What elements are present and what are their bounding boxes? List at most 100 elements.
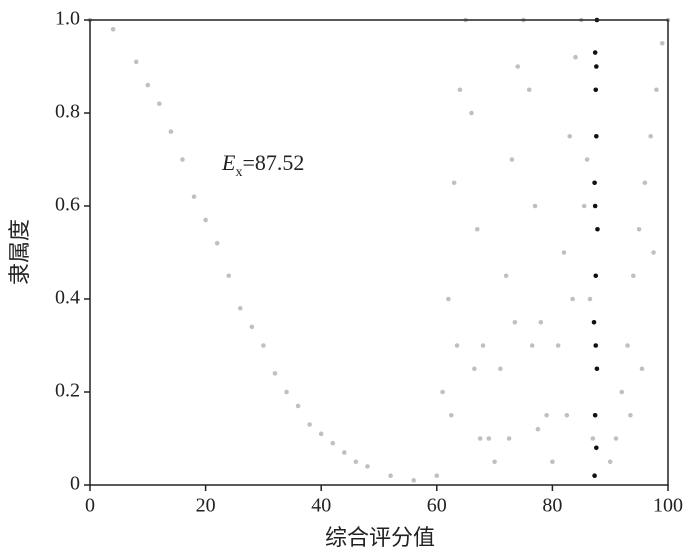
- point: [480, 343, 486, 348]
- point: [631, 273, 636, 279]
- y-tick-label: 0: [70, 473, 80, 495]
- x-axis-label: 综合评分值: [325, 525, 435, 550]
- point: [330, 440, 336, 446]
- point: [486, 436, 492, 441]
- point: [411, 478, 416, 483]
- point: [503, 273, 509, 279]
- point: [157, 101, 162, 106]
- point: [272, 371, 278, 376]
- x-tick-label: 40: [311, 495, 331, 517]
- point: [581, 203, 587, 209]
- annotation-value: =87.52: [242, 150, 304, 175]
- point: [628, 412, 633, 418]
- point: [446, 296, 451, 302]
- point: [474, 226, 480, 232]
- x-tick-label: 80: [542, 495, 562, 517]
- y-tick-label: 0.4: [55, 287, 80, 309]
- point: [318, 431, 324, 437]
- point: [526, 87, 532, 93]
- point: [506, 436, 512, 441]
- point: [584, 157, 590, 162]
- x-tick-label: 60: [427, 495, 447, 517]
- point: [625, 343, 630, 348]
- point: [180, 157, 185, 162]
- x-tick-label: 0: [85, 495, 95, 517]
- point: [454, 343, 460, 348]
- point: [451, 180, 457, 186]
- point: [284, 389, 289, 395]
- point: [613, 436, 619, 441]
- y-tick-label: 1.0: [55, 8, 80, 30]
- annotation-subscript: x: [235, 165, 242, 180]
- annotation: Ex=87.52: [221, 150, 304, 180]
- point: [651, 250, 656, 255]
- point: [529, 343, 535, 348]
- point: [570, 296, 575, 302]
- point: [619, 389, 625, 395]
- point: [145, 82, 151, 88]
- point: [477, 436, 483, 441]
- point: [353, 459, 359, 465]
- point: [440, 389, 445, 395]
- point: [550, 459, 555, 465]
- point: [133, 59, 139, 65]
- point: [388, 473, 393, 479]
- point: [342, 450, 347, 455]
- point: [593, 343, 599, 348]
- point: [512, 319, 518, 325]
- point: [515, 64, 521, 69]
- x-tick-label: 20: [196, 495, 216, 517]
- point: [555, 343, 561, 348]
- point: [226, 273, 232, 279]
- y-tick-label: 0.6: [55, 194, 80, 216]
- point: [214, 240, 220, 246]
- point: [561, 250, 567, 255]
- point: [532, 203, 538, 209]
- point: [639, 366, 645, 372]
- point: [648, 133, 653, 139]
- point: [168, 129, 174, 134]
- x-tick-label: 100: [653, 495, 683, 517]
- point: [492, 459, 497, 465]
- point: [593, 273, 599, 279]
- point: [594, 366, 600, 372]
- point: [567, 133, 573, 139]
- point: [110, 27, 116, 32]
- point: [434, 473, 440, 479]
- point: [538, 319, 544, 325]
- point: [590, 436, 596, 441]
- point: [498, 366, 503, 372]
- y-tick-label: 0.8: [55, 101, 80, 123]
- point: [573, 54, 578, 60]
- point: [448, 412, 454, 418]
- point: [594, 445, 599, 451]
- point: [592, 473, 597, 479]
- point: [203, 217, 208, 223]
- plot-frame: [89, 19, 669, 486]
- point: [544, 412, 549, 418]
- point: [249, 324, 255, 330]
- point: [592, 180, 597, 186]
- point: [594, 64, 599, 69]
- point: [307, 422, 312, 427]
- y-axis-label: 隶属度: [7, 219, 32, 285]
- point: [509, 157, 515, 162]
- point: [535, 426, 541, 432]
- point: [365, 464, 370, 469]
- point: [642, 180, 648, 186]
- point: [594, 133, 599, 139]
- point: [636, 226, 642, 232]
- y-tick-label: 0.2: [55, 380, 80, 402]
- point: [587, 296, 593, 302]
- point: [591, 319, 597, 325]
- point: [593, 87, 599, 93]
- point: [592, 50, 598, 55]
- point: [469, 110, 474, 116]
- point: [261, 343, 266, 348]
- point: [595, 226, 600, 232]
- point: [191, 194, 197, 199]
- point: [592, 203, 598, 209]
- point: [295, 403, 301, 409]
